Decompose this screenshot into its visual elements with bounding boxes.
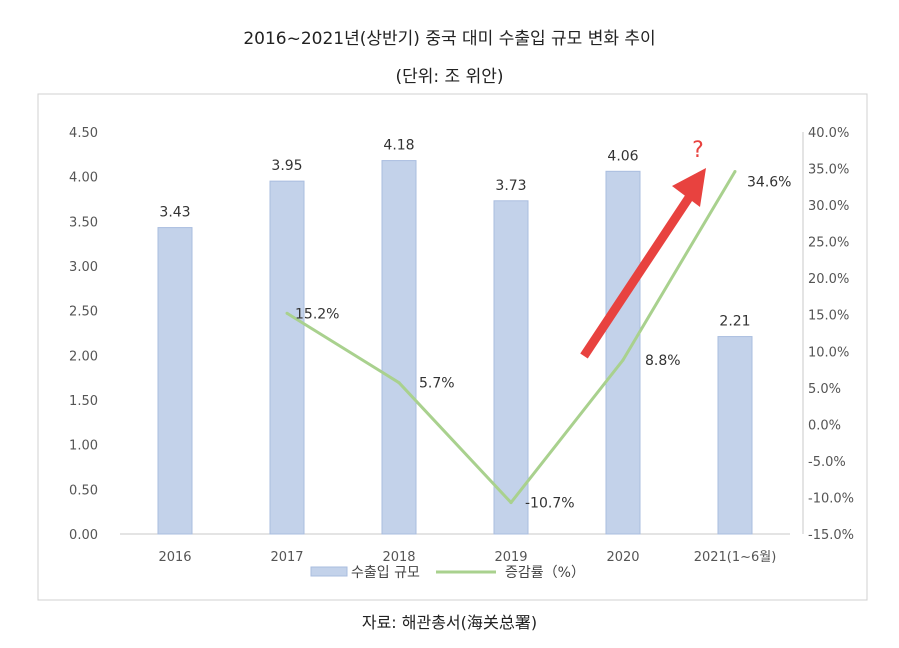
bar-value-label: 4.18 bbox=[383, 138, 414, 154]
line-value-label: 8.8% bbox=[645, 353, 681, 369]
y-left-tick-label: 2.50 bbox=[69, 305, 98, 320]
bar-value-label: 3.95 bbox=[271, 158, 302, 174]
x-tick-label: 2019 bbox=[494, 550, 527, 565]
bar-2018 bbox=[381, 160, 417, 535]
growth-rate-point bbox=[397, 381, 401, 385]
bar-value-label: 2.21 bbox=[719, 314, 750, 330]
y-right-tick-label: 30.0% bbox=[808, 199, 849, 214]
y-right-tick-label: 40.0% bbox=[808, 126, 849, 141]
bar-2017 bbox=[269, 180, 305, 535]
y-left-tick-label: 1.50 bbox=[69, 394, 98, 409]
chart-subtitle: (단위: 조 위안) bbox=[395, 67, 504, 87]
y-right-tick-label: -5.0% bbox=[808, 455, 846, 470]
y-left-tick-label: 3.00 bbox=[69, 260, 98, 275]
legend-bar-swatch bbox=[310, 566, 348, 577]
y-right-tick-label: 25.0% bbox=[808, 236, 849, 251]
y-right-tick-label: 20.0% bbox=[808, 272, 849, 287]
y-left-tick-label: 4.50 bbox=[69, 126, 98, 141]
y-right-tick-label: -15.0% bbox=[808, 528, 854, 543]
chart-title: 2016~2021년(상반기) 중국 대미 수출입 규모 변화 추이 bbox=[243, 29, 656, 49]
y-right-tick-label: 10.0% bbox=[808, 345, 849, 360]
x-tick-label: 2020 bbox=[606, 550, 639, 565]
bar-value-label: 3.73 bbox=[495, 178, 526, 194]
y-left-tick-label: 1.00 bbox=[69, 439, 98, 454]
line-value-label: 15.2% bbox=[295, 306, 339, 322]
growth-rate-point bbox=[621, 358, 625, 362]
y-right-tick-label: 35.0% bbox=[808, 163, 849, 178]
line-value-label: -10.7% bbox=[525, 496, 575, 512]
growth-rate-point bbox=[509, 501, 513, 505]
y-right-tick-label: 5.0% bbox=[808, 382, 841, 397]
x-tick-label: 2017 bbox=[270, 550, 303, 565]
question-mark-annotation: ? bbox=[692, 138, 704, 163]
growth-rate-point bbox=[733, 169, 737, 173]
bar-value-label: 3.43 bbox=[159, 205, 190, 221]
legend-bar-label: 수출입 규모 bbox=[351, 565, 420, 581]
y-left-tick-label: 4.00 bbox=[69, 171, 98, 186]
growth-rate-point bbox=[285, 311, 289, 315]
y-right-tick-label: -10.0% bbox=[808, 491, 854, 506]
line-value-label: 5.7% bbox=[419, 376, 455, 392]
x-tick-label: 2016 bbox=[158, 550, 191, 565]
x-tick-label: 2021(1~6월) bbox=[694, 550, 777, 565]
y-left-tick-label: 0.00 bbox=[69, 528, 98, 543]
bar-2020 bbox=[605, 170, 641, 535]
bar-2021(1~6월) bbox=[717, 336, 753, 535]
legend-line-label: 증감률（%） bbox=[505, 565, 585, 581]
bar-2019 bbox=[493, 200, 529, 535]
bar-2016 bbox=[157, 227, 193, 535]
y-left-tick-label: 0.50 bbox=[69, 483, 98, 498]
y-right-tick-label: 15.0% bbox=[808, 309, 849, 324]
trend-arrow-shaft bbox=[580, 193, 694, 359]
y-left-tick-label: 3.50 bbox=[69, 215, 98, 230]
y-right-tick-label: 0.0% bbox=[808, 418, 841, 433]
trend-arrow-head bbox=[672, 168, 706, 207]
x-tick-label: 2018 bbox=[382, 550, 415, 565]
bar-value-label: 4.06 bbox=[607, 148, 638, 164]
line-value-label: 34.6% bbox=[747, 174, 791, 190]
source-note: 자료: 해관총서(海关总署) bbox=[361, 613, 538, 632]
y-left-tick-label: 2.00 bbox=[69, 349, 98, 364]
